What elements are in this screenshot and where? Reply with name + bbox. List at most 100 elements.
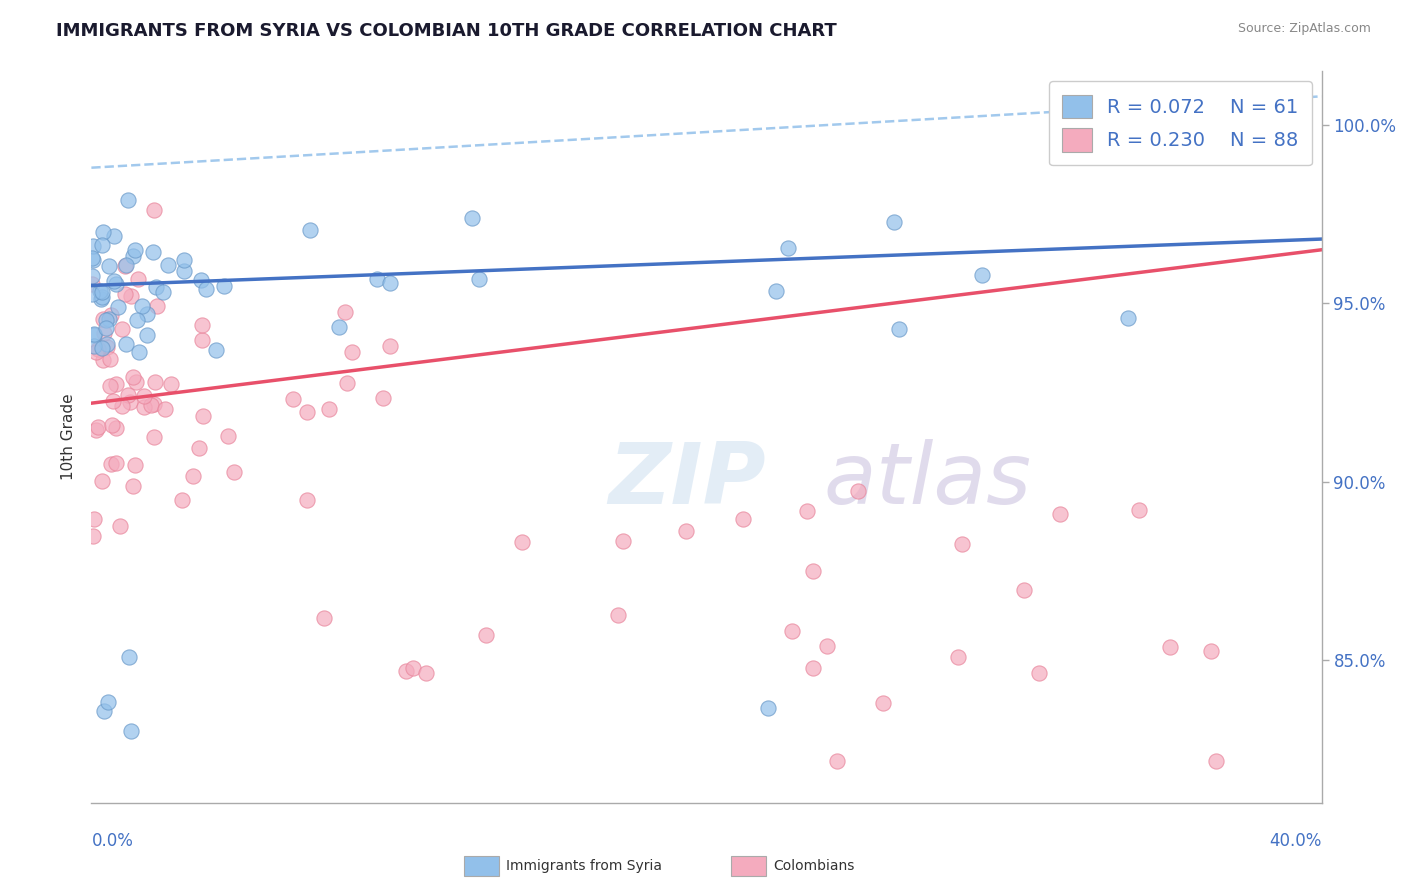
Point (80, 268, 103, 283)
Point (124, 458, 146, 472)
Point (312, 611, 335, 625)
Point (298, 223, 321, 237)
Point (191, 333, 214, 347)
Point (101, 393, 124, 408)
Text: IMMIGRANTS FROM SYRIA VS COLOMBIAN 10TH GRADE CORRELATION CHART: IMMIGRANTS FROM SYRIA VS COLOMBIAN 10TH … (56, 22, 837, 40)
Point (883, 215, 905, 229)
Point (336, 376, 359, 391)
Point (146, 299, 169, 313)
Point (139, 398, 162, 412)
Text: atlas: atlas (824, 440, 1032, 523)
Point (468, 272, 491, 286)
Point (1128, 503, 1150, 517)
Point (90, 292, 112, 306)
Point (217, 429, 239, 443)
Point (612, 533, 634, 548)
Point (801, 661, 824, 675)
Point (756, 700, 779, 714)
Point (801, 564, 824, 578)
Text: 40.0%: 40.0% (1270, 832, 1322, 850)
Point (89, 285, 111, 299)
Point (415, 665, 437, 680)
Point (96, 340, 118, 354)
Point (100, 308, 122, 322)
Point (134, 400, 156, 414)
Point (83, 326, 105, 341)
Point (946, 650, 969, 665)
Point (135, 328, 157, 343)
Point (120, 723, 142, 738)
Point (101, 417, 124, 432)
Point (142, 430, 165, 444)
Point (193, 409, 215, 423)
Point (143, 375, 166, 389)
Point (125, 376, 148, 390)
Point (160, 376, 183, 391)
Point (122, 249, 145, 263)
Text: Source: ZipAtlas.com: Source: ZipAtlas.com (1237, 22, 1371, 36)
Point (96, 337, 118, 351)
Legend: R = 0.072    N = 61, R = 0.230    N = 88: R = 0.072 N = 61, R = 0.230 N = 88 (1049, 81, 1312, 166)
Point (111, 322, 134, 336)
Point (340, 344, 363, 359)
Point (222, 466, 245, 480)
Point (1012, 583, 1035, 598)
Point (872, 696, 894, 710)
Point (846, 484, 869, 499)
Point (776, 241, 799, 255)
Point (950, 536, 973, 550)
Point (97, 312, 120, 326)
Point (155, 402, 177, 417)
Point (83, 328, 105, 343)
Point (1116, 310, 1139, 325)
Point (111, 399, 134, 413)
Point (191, 318, 214, 333)
Point (114, 259, 136, 273)
Point (132, 389, 155, 403)
Point (104, 456, 127, 470)
Point (117, 193, 139, 207)
Point (91, 353, 114, 368)
Point (83, 338, 105, 352)
Point (1049, 507, 1071, 521)
Point (970, 268, 993, 282)
Point (80, 252, 103, 266)
Point (474, 628, 496, 642)
Point (121, 479, 143, 493)
Point (318, 402, 340, 417)
Point (142, 245, 165, 260)
Point (87, 420, 110, 434)
Point (173, 263, 195, 277)
Point (127, 312, 149, 326)
Point (91, 238, 114, 252)
Point (83, 512, 105, 526)
Text: Immigrants from Syria: Immigrants from Syria (506, 859, 662, 873)
Point (205, 343, 228, 357)
Point (98, 352, 121, 367)
Point (378, 338, 401, 352)
Point (82, 528, 104, 542)
Point (135, 307, 157, 321)
Point (815, 639, 838, 653)
Point (152, 285, 174, 299)
Point (1159, 640, 1181, 654)
Point (156, 258, 179, 272)
Point (328, 320, 350, 334)
Point (765, 284, 787, 298)
Point (80, 286, 103, 301)
Point (105, 376, 128, 391)
Point (128, 344, 150, 359)
Point (143, 202, 166, 217)
Point (366, 272, 388, 286)
Point (461, 211, 484, 226)
Point (188, 441, 211, 455)
Point (780, 624, 803, 638)
Point (183, 469, 205, 483)
Point (195, 282, 218, 296)
Point (145, 280, 167, 294)
Point (371, 392, 394, 406)
Point (827, 754, 849, 768)
Point (295, 405, 318, 419)
Point (100, 457, 122, 471)
Point (94, 312, 117, 326)
